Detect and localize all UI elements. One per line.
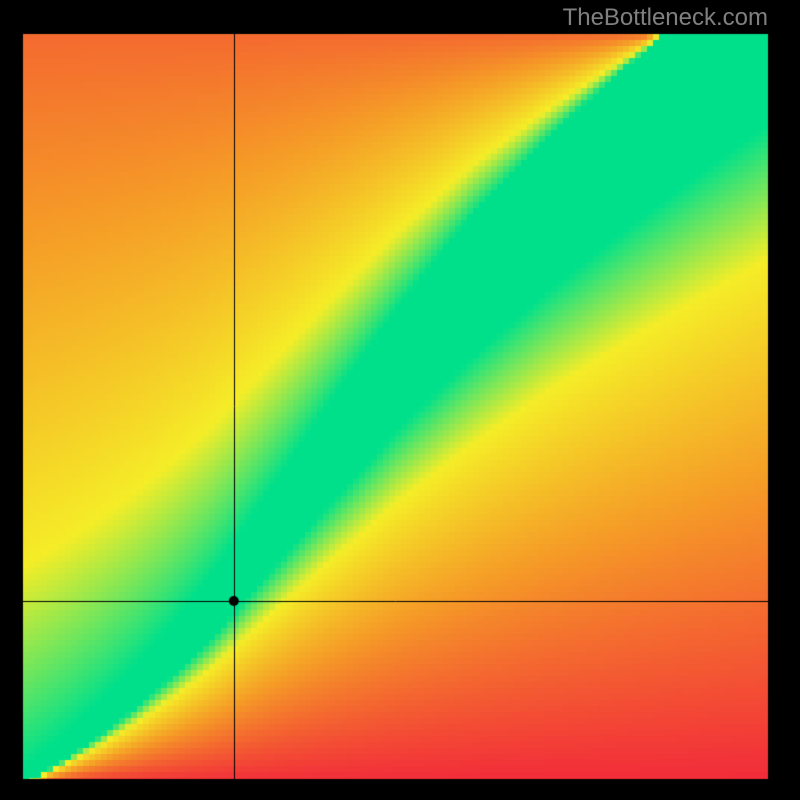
bottleneck-heatmap — [0, 0, 800, 800]
watermark-text: TheBottleneck.com — [563, 4, 768, 32]
chart-container: TheBottleneck.com — [0, 0, 800, 800]
